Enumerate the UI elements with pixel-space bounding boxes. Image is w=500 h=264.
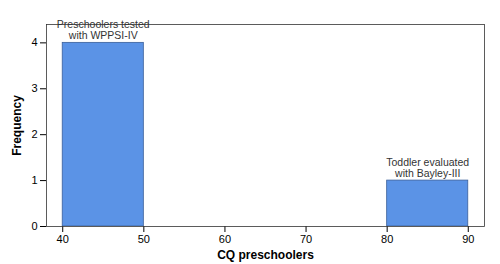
svg-text:60: 60 [219,233,231,245]
svg-text:Toddler evaluatedwith Bayley-I: Toddler evaluatedwith Bayley-III [386,156,469,179]
svg-text:90: 90 [462,233,474,245]
svg-text:80: 80 [381,233,393,245]
svg-text:Frequency: Frequency [10,95,24,156]
svg-text:Preschoolers testedwith WPPSI-: Preschoolers testedwith WPPSI-IV [57,18,150,41]
svg-text:1: 1 [31,174,37,186]
svg-text:0: 0 [31,220,37,232]
svg-text:2: 2 [31,128,37,140]
svg-text:40: 40 [57,233,69,245]
svg-text:3: 3 [31,82,37,94]
svg-text:4: 4 [31,36,37,48]
svg-text:70: 70 [300,233,312,245]
svg-text:50: 50 [138,233,150,245]
svg-text:CQ preschoolers: CQ preschoolers [217,248,314,262]
